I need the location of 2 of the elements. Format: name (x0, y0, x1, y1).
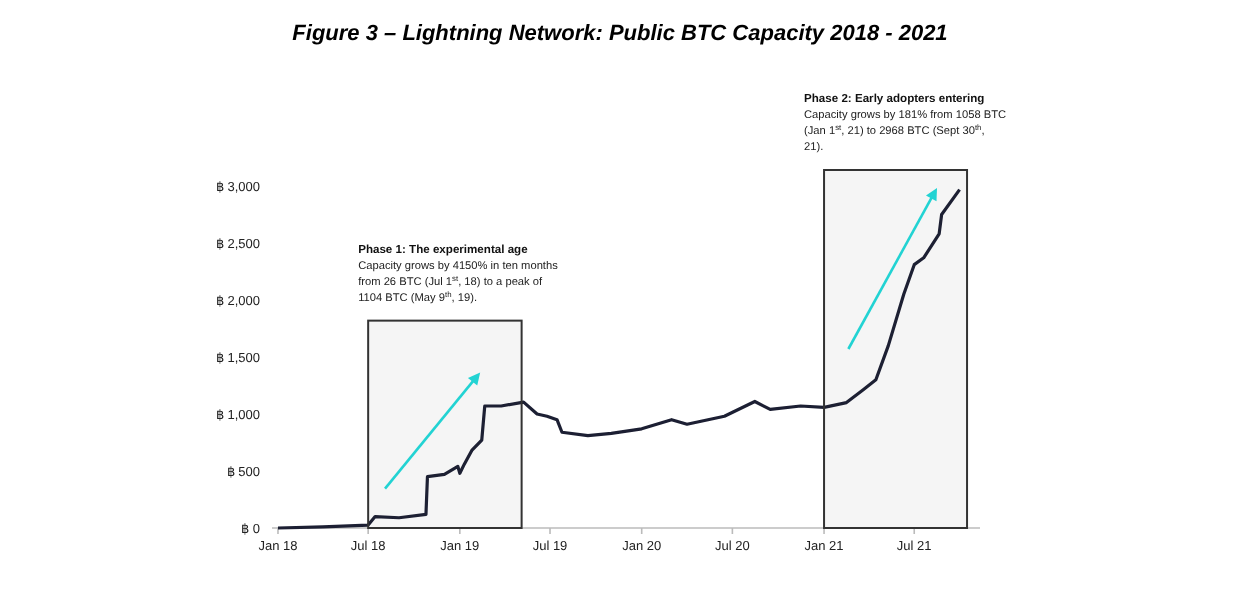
chart-title: Figure 3 – Lightning Network: Public BTC Capacity 2018 - 2021 (292, 22, 948, 46)
line-series (276, 188, 962, 530)
